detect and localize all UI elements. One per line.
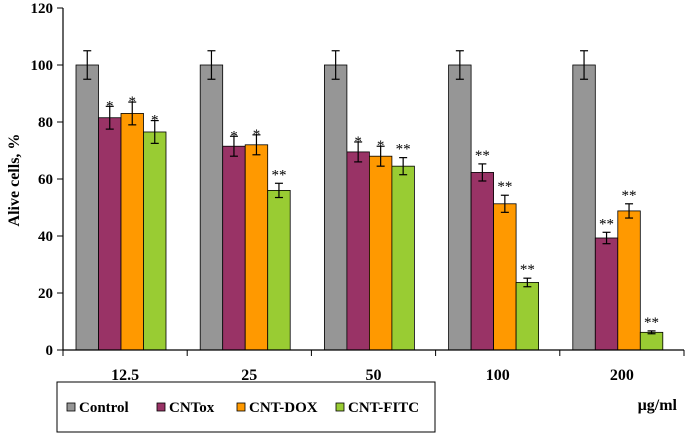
axes (62, 8, 685, 356)
bar-cntox-2 (346, 151, 370, 351)
x-category-label: 50 (366, 367, 382, 384)
bar-cntox-4 (594, 237, 619, 351)
legend-label-control: Control (79, 400, 129, 416)
y-tick-label: 60 (38, 172, 53, 188)
significance-label: ** (396, 142, 411, 158)
bar-control-0 (75, 64, 99, 351)
legend-label-cnt-fitc: CNT-FITC (348, 400, 419, 416)
legend-label-cntox: CNTox (169, 400, 215, 416)
legend: Control CNTox CNT-DOX CNT-FITC (56, 381, 436, 433)
legend-swatch-control (66, 402, 76, 412)
y-tick-label: 80 (38, 115, 53, 131)
legend-swatch-cntox (156, 402, 166, 412)
bar-cntox-1 (222, 145, 246, 351)
significance-label: ** (271, 167, 286, 183)
y-tick-label: 40 (38, 229, 53, 245)
x-category-label: 100 (486, 367, 510, 384)
bar-cnt-dox-4 (617, 210, 641, 351)
significance-label: ** (475, 148, 490, 164)
legend-swatch-cnt-fitc (335, 402, 345, 412)
significance-label: ** (497, 179, 512, 195)
bar-cnt-dox-3 (493, 203, 517, 351)
bar-cnt-dox-1 (244, 144, 269, 351)
bar-cnt-fitc-3 (515, 282, 539, 351)
significance-label: * (106, 98, 114, 114)
bar-cntox-3 (470, 172, 495, 351)
bar-cnt-fitc-0 (143, 131, 167, 351)
significance-label: * (151, 113, 159, 129)
significance-label: * (354, 134, 362, 150)
legend-swatch-cnt-dox (236, 402, 246, 412)
x-category-label: 25 (241, 367, 257, 384)
bar-control-1 (199, 64, 224, 351)
x-axis-unit-label: µg/ml (638, 397, 678, 414)
y-tick-label: 100 (31, 58, 54, 74)
bar-control-2 (323, 64, 348, 351)
significance-label: ** (520, 262, 535, 278)
significance-labels: ** ********************* (106, 94, 659, 331)
x-category-label: 200 (610, 367, 634, 384)
bar-cnt-fitc-2 (391, 165, 415, 351)
bar-cnt-dox-2 (368, 155, 393, 351)
significance-label: ** (622, 188, 637, 204)
error-bars (83, 50, 656, 335)
bar-cnt-dox-0 (120, 113, 144, 351)
significance-label: * (253, 127, 261, 143)
significance-label: * (377, 138, 385, 154)
significance-label: ** (599, 216, 614, 232)
y-tick-label: 20 (38, 286, 53, 302)
bar-cntox-0 (98, 117, 122, 351)
bar-cnt-fitc-1 (267, 189, 291, 351)
legend-frame (56, 381, 436, 433)
significance-label: * (230, 128, 238, 144)
bar-series (75, 64, 664, 351)
significance-label: * (129, 94, 137, 110)
bar-control-4 (572, 64, 596, 351)
y-tick-label: 120 (31, 1, 54, 17)
significance-label: ** (644, 315, 659, 331)
x-category-label: 12.5 (111, 367, 139, 384)
y-axis-ticks: 0 20 40 60 80 100 120 (31, 1, 63, 359)
y-axis-title: Alive cells, % (6, 134, 23, 227)
bar-control-3 (448, 64, 472, 351)
legend-label-cnt-dox: CNT-DOX (249, 400, 318, 416)
y-tick-label: 0 (46, 343, 54, 359)
bar-cnt-fitc-4 (639, 331, 664, 351)
x-axis-categories: 12.5 25 50 100 200 (111, 367, 634, 384)
